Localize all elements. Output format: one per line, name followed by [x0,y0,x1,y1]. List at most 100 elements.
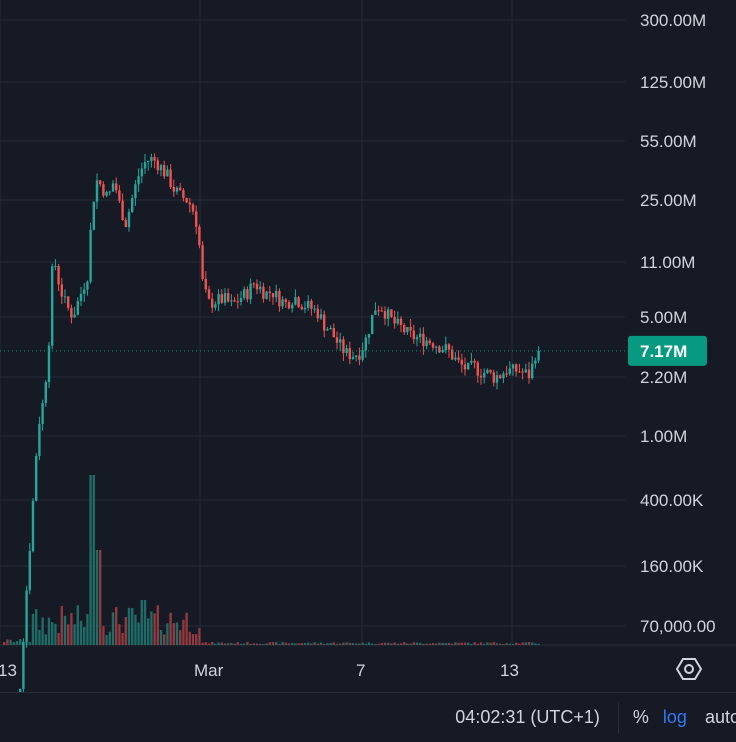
y-tick-label: 400.00K [640,491,704,510]
candle-body [524,369,527,373]
volume-bar [358,643,361,645]
volume-bar [175,622,179,645]
volume-bar [329,643,332,645]
candle-body [284,299,287,303]
percent-scale-toggle[interactable]: % [632,707,649,727]
volume-bar [102,626,105,645]
candle-body [243,289,246,299]
volume-bar [460,642,463,645]
volume-bar [86,614,89,645]
candle-body [329,328,332,330]
candle-body [220,294,223,303]
volume-bar [278,643,281,645]
x-tick-label: 13 [0,661,17,680]
volume-bar [207,643,211,645]
volume-bar [505,643,508,645]
volume-bar [403,642,406,645]
hexagon-gear-icon [676,658,702,680]
candle-body [534,360,537,364]
volume-bar [15,641,19,645]
candle-body [310,300,313,309]
candle-body [115,183,118,191]
candle-body [31,500,35,552]
candle-body [495,375,499,383]
candle-body [316,308,319,319]
candle-body [252,283,255,285]
candle-body [201,245,204,279]
volume-bar [399,643,403,645]
candle-body [143,162,147,169]
volume-bar [47,617,51,645]
volume-bar [425,643,428,645]
volume-bar [479,642,483,645]
y-tick-label: 2.20M [640,368,687,387]
candle-body [476,362,479,376]
candle-body [409,327,412,331]
candle-body [515,364,518,372]
candle-body [41,403,44,424]
candle-body [435,346,438,348]
bottom-status-bar: 04:02:31 (UTC+1) % log auto [0,692,736,742]
volume-bar [489,642,492,645]
candle-body [179,187,182,191]
candle-body [249,283,252,300]
volume-bar [230,642,233,645]
candle-body [454,357,457,360]
volume-bar [92,475,95,645]
candle-body [377,310,380,312]
volume-bar [287,643,291,645]
volume-bar [454,642,457,645]
y-tick-label: 300.00M [640,11,706,30]
candle-body [291,304,294,309]
candle-body [361,350,364,360]
volume-bar [431,643,435,645]
candle-body [38,423,41,456]
log-scale-toggle[interactable]: log [662,707,687,727]
volume-bar [463,642,467,645]
volume-bar [511,643,515,645]
candle-body [303,307,307,310]
candle-body [259,286,262,290]
volume-bar [60,605,63,645]
y-tick-label: 5.00M [640,308,687,327]
candle-body [140,168,143,177]
candlesticks [19,153,540,692]
volume-bar [63,615,67,645]
volume-bar [57,633,60,645]
price-chart[interactable]: 300.00M 125.00M 55.00M 25.00M 11.00M 5.00M 2.2… [0,0,736,692]
candle-body [131,198,134,212]
candle-body [127,211,131,228]
volume-bar [518,643,521,645]
candle-body [438,346,441,353]
auto-scale-toggle[interactable]: auto [704,707,736,727]
candle-body [473,360,476,363]
volume-bar [127,607,131,645]
candle-body [198,226,201,246]
x-tick-label: 7 [356,661,365,680]
volume-bar [182,619,185,645]
volume-bar [339,643,342,645]
volume-bar [118,624,121,645]
status-divider [617,702,619,733]
volume-bar [19,639,22,645]
candle-body [230,300,233,302]
chart-settings-button[interactable] [676,656,702,682]
candle-body [236,301,239,303]
candle-body [380,310,383,312]
volume-bar [495,643,499,645]
volume-bar [534,643,537,645]
volume-bar [38,629,41,645]
volume-bar [220,642,223,645]
candle-body [390,309,393,317]
volume-bar [428,643,431,645]
volume-bar [265,643,268,645]
volume-bar [396,643,399,645]
y-tick-label: 160.00K [640,557,704,576]
volume-bar [31,613,35,645]
candle-body [508,368,511,374]
volume-bar [499,643,502,645]
candle-body [412,330,415,340]
clock-readout[interactable]: 04:02:31 (UTC+1) [455,707,600,728]
volume-bar [166,623,169,645]
candle-body [150,156,153,162]
